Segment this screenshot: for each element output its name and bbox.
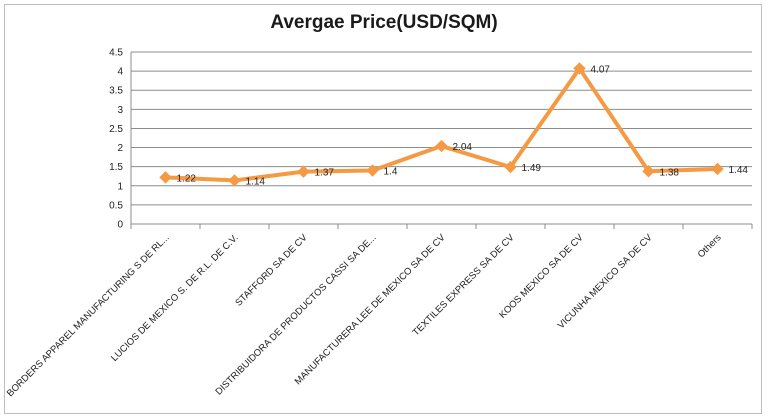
y-tick-label: 4 (117, 67, 123, 78)
data-label: 1.22 (177, 173, 197, 184)
y-tick-label: 3.5 (109, 86, 123, 97)
data-point-marker (573, 62, 586, 75)
data-label: 1.4 (384, 166, 398, 177)
chart-frame (4, 4, 762, 414)
data-point-marker (366, 164, 379, 177)
data-label: 4.07 (591, 64, 611, 75)
y-tick-label: 2 (117, 143, 123, 154)
y-axis-ticks: 0 0.5 1 1.5 2 2.5 3 3.5 4 4.5 (109, 48, 123, 231)
gridlines (131, 51, 752, 225)
y-tick-label: 1 (117, 181, 123, 192)
series-line-path (163, 66, 720, 183)
y-tick-label: 2.5 (109, 124, 123, 135)
y-tick-label: 0.5 (109, 200, 123, 211)
y-tick-label: 4.5 (109, 48, 123, 59)
data-point-marker (159, 171, 172, 184)
data-point-marker (297, 165, 310, 178)
data-label: 1.38 (660, 167, 680, 178)
data-point-marker (642, 165, 655, 178)
data-point-marker (228, 174, 241, 187)
y-tick-label: 1.5 (109, 162, 123, 173)
y-tick-label: 3 (117, 105, 123, 116)
data-points (159, 62, 724, 187)
x-category-label: STAFFORD SA DE CV (233, 232, 310, 309)
x-category-label: LUCIOS DE MEXICO S. DE R.L. DE C.V. (109, 232, 240, 363)
x-category-label: DISTRIBUIDORA DE PRODUCTOS CASSI SA DE..… (213, 232, 378, 397)
category-labels: BORDERS APPAREL MANUFACTURING S DE RL...… (5, 232, 724, 399)
x-category-label: MANUFACTURERA LEE DE MEXICO SA DE CV (293, 232, 448, 387)
series-line (163, 66, 720, 183)
data-label: 1.44 (729, 165, 749, 176)
x-category-label: BORDERS APPAREL MANUFACTURING S DE RL... (5, 232, 172, 399)
data-point-marker (435, 139, 448, 153)
data-point-marker (711, 162, 724, 176)
data-label: 2.04 (453, 142, 473, 153)
chart-title: Avergae Price(USD/SQM) (270, 12, 498, 33)
data-labels: 1.22 1.14 1.37 1.4 2.04 1.49 4.07 1.38 1.44 (177, 64, 749, 187)
x-category-label: Others (696, 232, 724, 260)
data-point-marker (504, 160, 517, 174)
data-label: 1.37 (315, 168, 335, 179)
data-label: 1.49 (522, 163, 542, 174)
y-tick-label: 0 (117, 220, 123, 231)
data-label: 1.14 (246, 176, 266, 187)
x-axis (130, 52, 753, 229)
